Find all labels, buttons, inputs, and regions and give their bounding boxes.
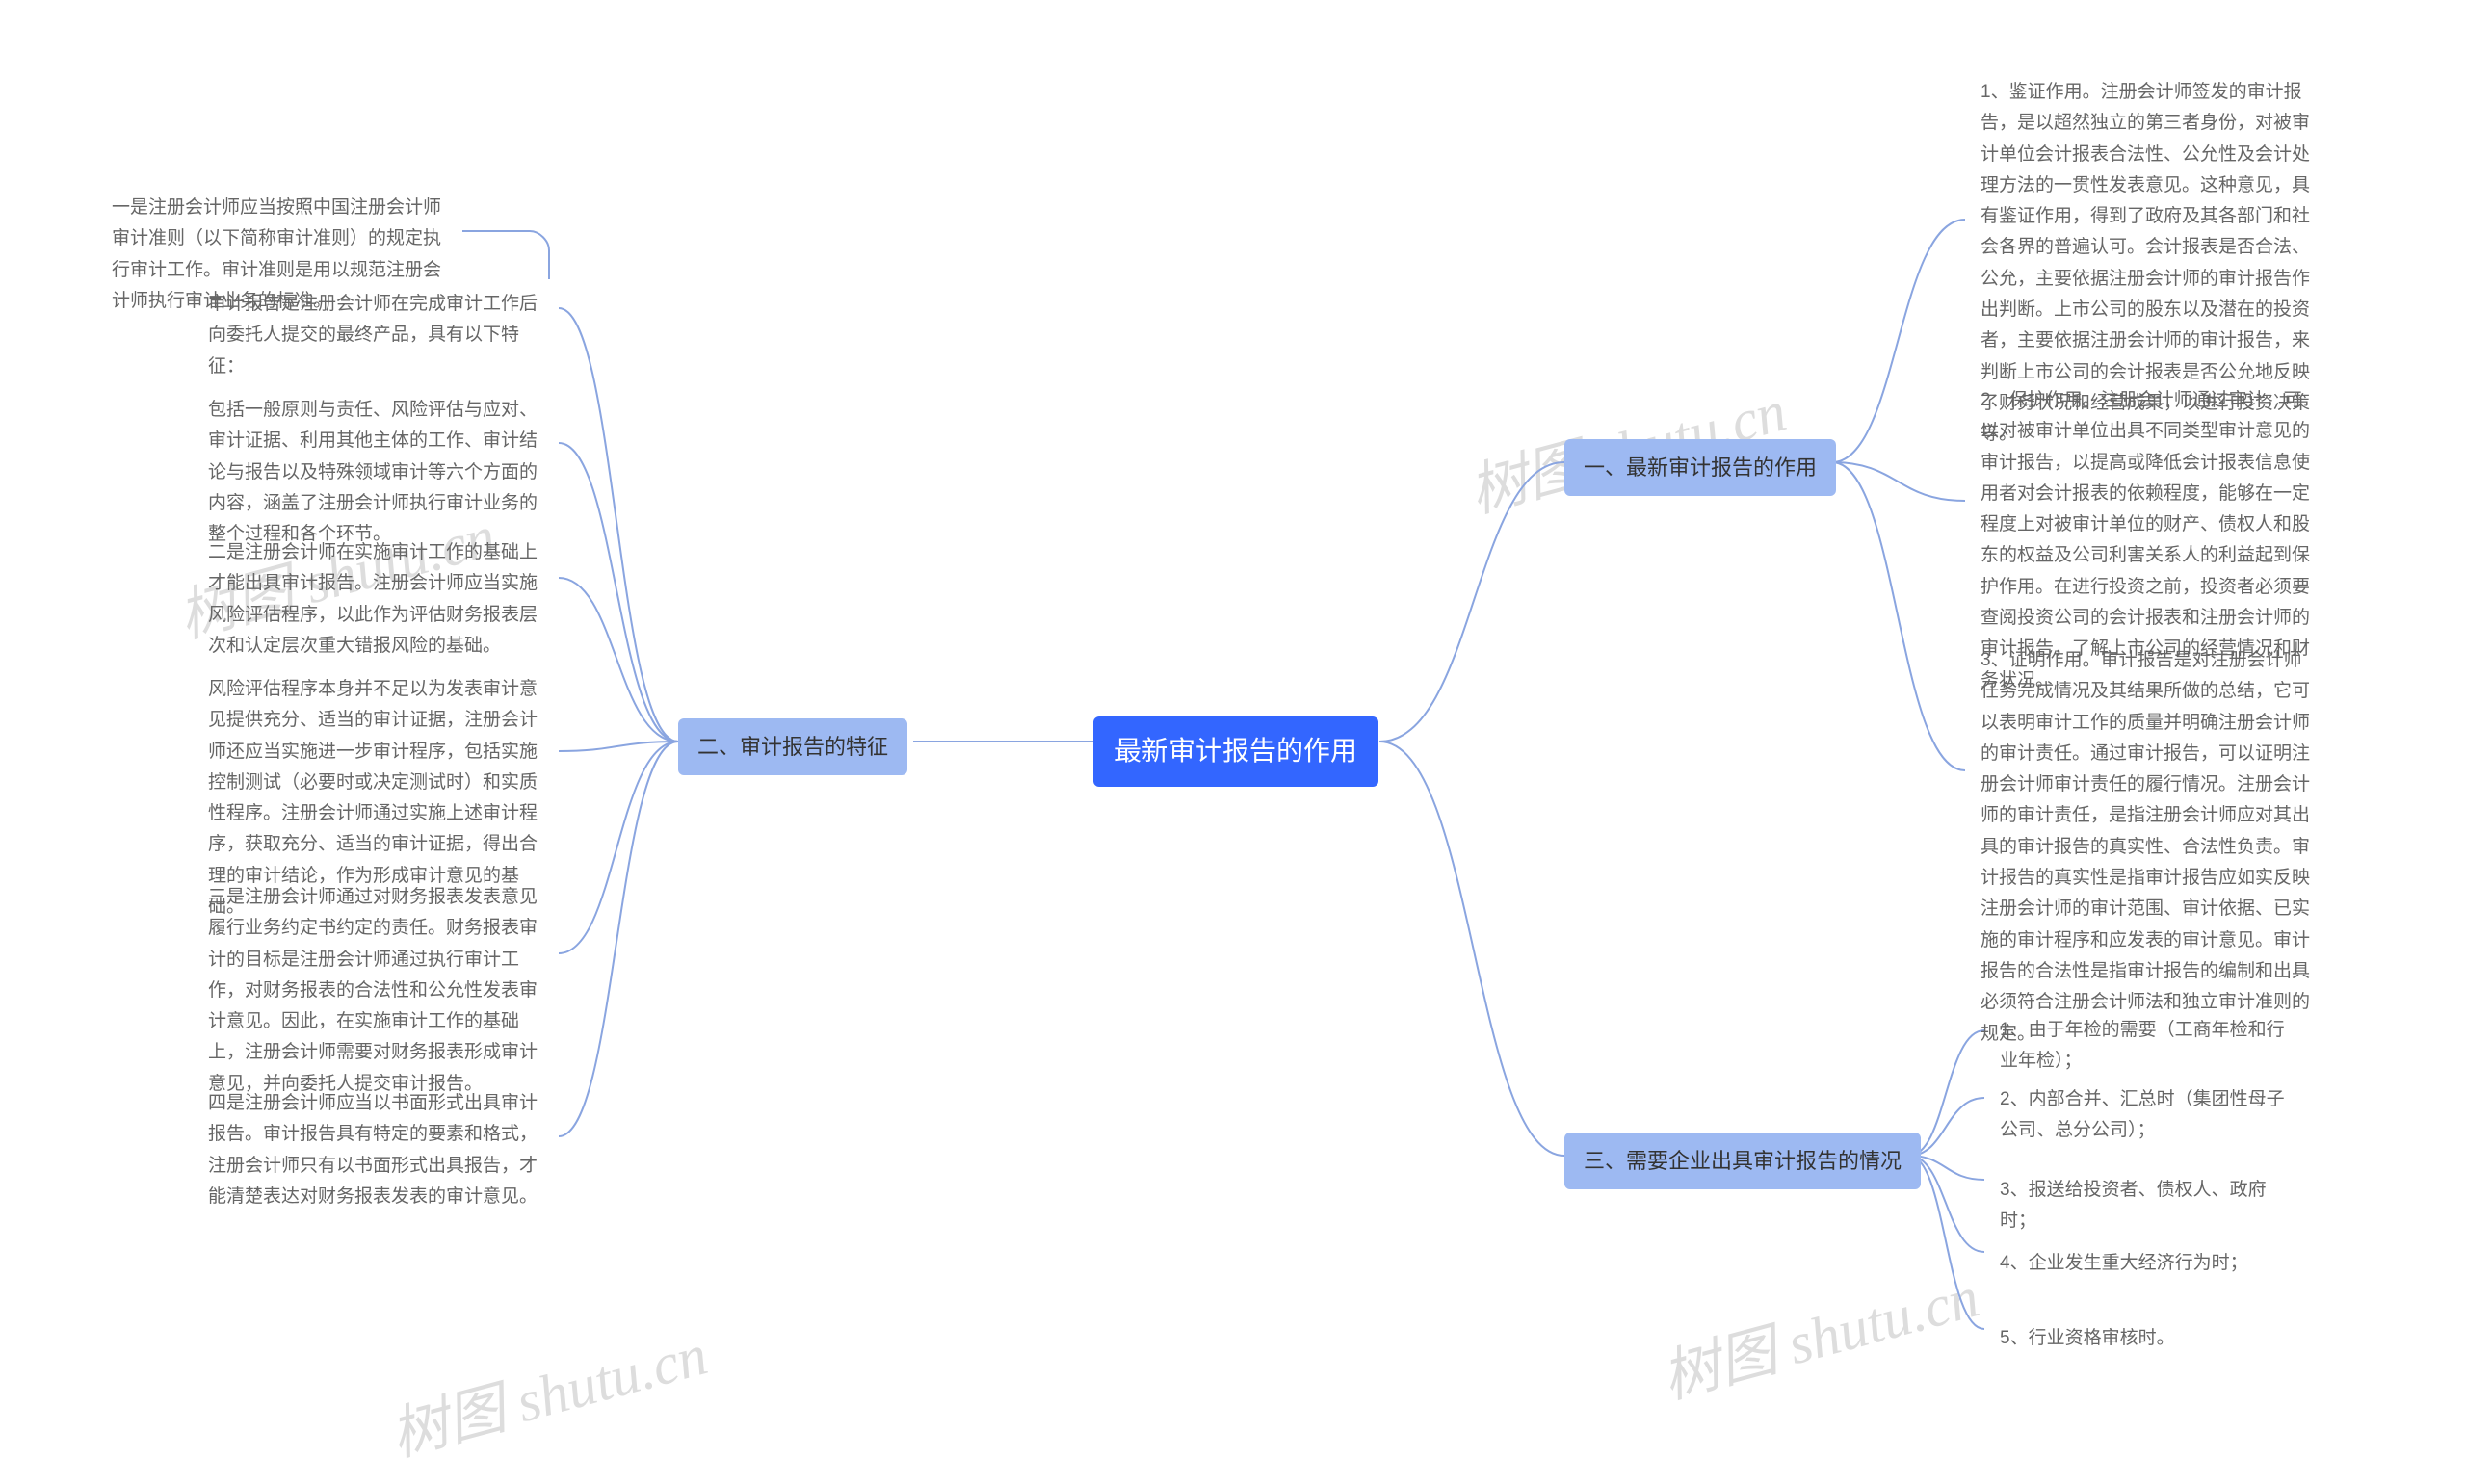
b2-leaf-1: 二是注册会计师在实施审计工作的基础上才能出具审计报告。注册会计师应当实施风险评估… bbox=[193, 528, 559, 671]
b1-leaf-2: 3、证明作用。审计报告是对注册会计师任务完成情况及其结果所做的总结，它可以表明审… bbox=[1965, 636, 2331, 1059]
watermark: 树图 shutu.cn bbox=[380, 1308, 715, 1472]
b3-leaf-4: 5、行业资格审核时。 bbox=[1984, 1314, 2312, 1364]
branch-2: 二、审计报告的特征 bbox=[678, 718, 907, 775]
branch-3: 三、需要企业出具审计报告的情况 bbox=[1564, 1133, 1921, 1189]
root-node: 最新审计报告的作用 bbox=[1093, 716, 1378, 787]
b2-leaf-3: 三是注册会计师通过对财务报表发表意见履行业务约定书约定的责任。财务报表审计的目标… bbox=[193, 872, 559, 1109]
b2-leaf-4: 四是注册会计师应当以书面形式出具审计报告。审计报告具有特定的要素和格式，注册会计… bbox=[193, 1079, 559, 1222]
watermark: 树图 shutu.cn bbox=[1651, 1250, 1986, 1415]
b3-leaf-1: 2、内部合并、汇总时（集团性母子公司、总分公司）； bbox=[1984, 1075, 2312, 1157]
b3-leaf-3: 4、企业发生重大经济行为时； bbox=[1984, 1238, 2312, 1289]
b2-intro-sub: 一是注册会计师应当按照中国注册会计师审计准则（以下简称审计准则）的规定执行审计工… bbox=[96, 183, 462, 326]
branch-1: 一、最新审计报告的作用 bbox=[1564, 439, 1836, 496]
b3-leaf-2: 3、报送给投资者、债权人、政府时； bbox=[1984, 1165, 2312, 1247]
